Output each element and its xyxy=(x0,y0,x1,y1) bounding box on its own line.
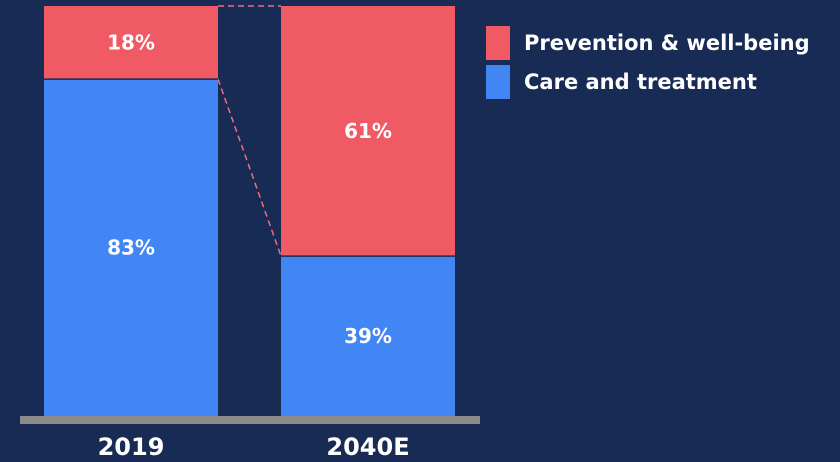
chart-baseline xyxy=(20,416,480,424)
connector-split xyxy=(217,78,282,257)
legend: Prevention & well-being Care and treatme… xyxy=(486,26,810,104)
category-label-2040e: 2040E xyxy=(326,433,409,461)
bar-prevention-2019 xyxy=(44,6,218,80)
connector-lines xyxy=(217,5,282,257)
legend-swatch-prevention xyxy=(486,26,510,60)
legend-swatch-care xyxy=(486,65,510,99)
category-label-2019: 2019 xyxy=(98,433,165,461)
legend-item-care: Care and treatment xyxy=(486,65,810,99)
bar-care-2040e xyxy=(281,256,455,416)
data-label-prevention-2019: 18% xyxy=(107,31,155,55)
legend-item-prevention: Prevention & well-being xyxy=(486,26,810,60)
data-label-care-2019: 83% xyxy=(107,236,155,260)
legend-label-care: Care and treatment xyxy=(524,70,757,94)
bar-prevention-2040e xyxy=(281,6,455,257)
category-labels: 2019 2040E xyxy=(98,433,410,461)
data-label-care-2040e: 39% xyxy=(344,324,392,348)
bar-care-2019 xyxy=(44,79,218,416)
legend-label-prevention: Prevention & well-being xyxy=(524,31,810,55)
data-label-prevention-2040e: 61% xyxy=(344,119,392,143)
bars: 83% 18% 39% 61% xyxy=(44,6,455,416)
